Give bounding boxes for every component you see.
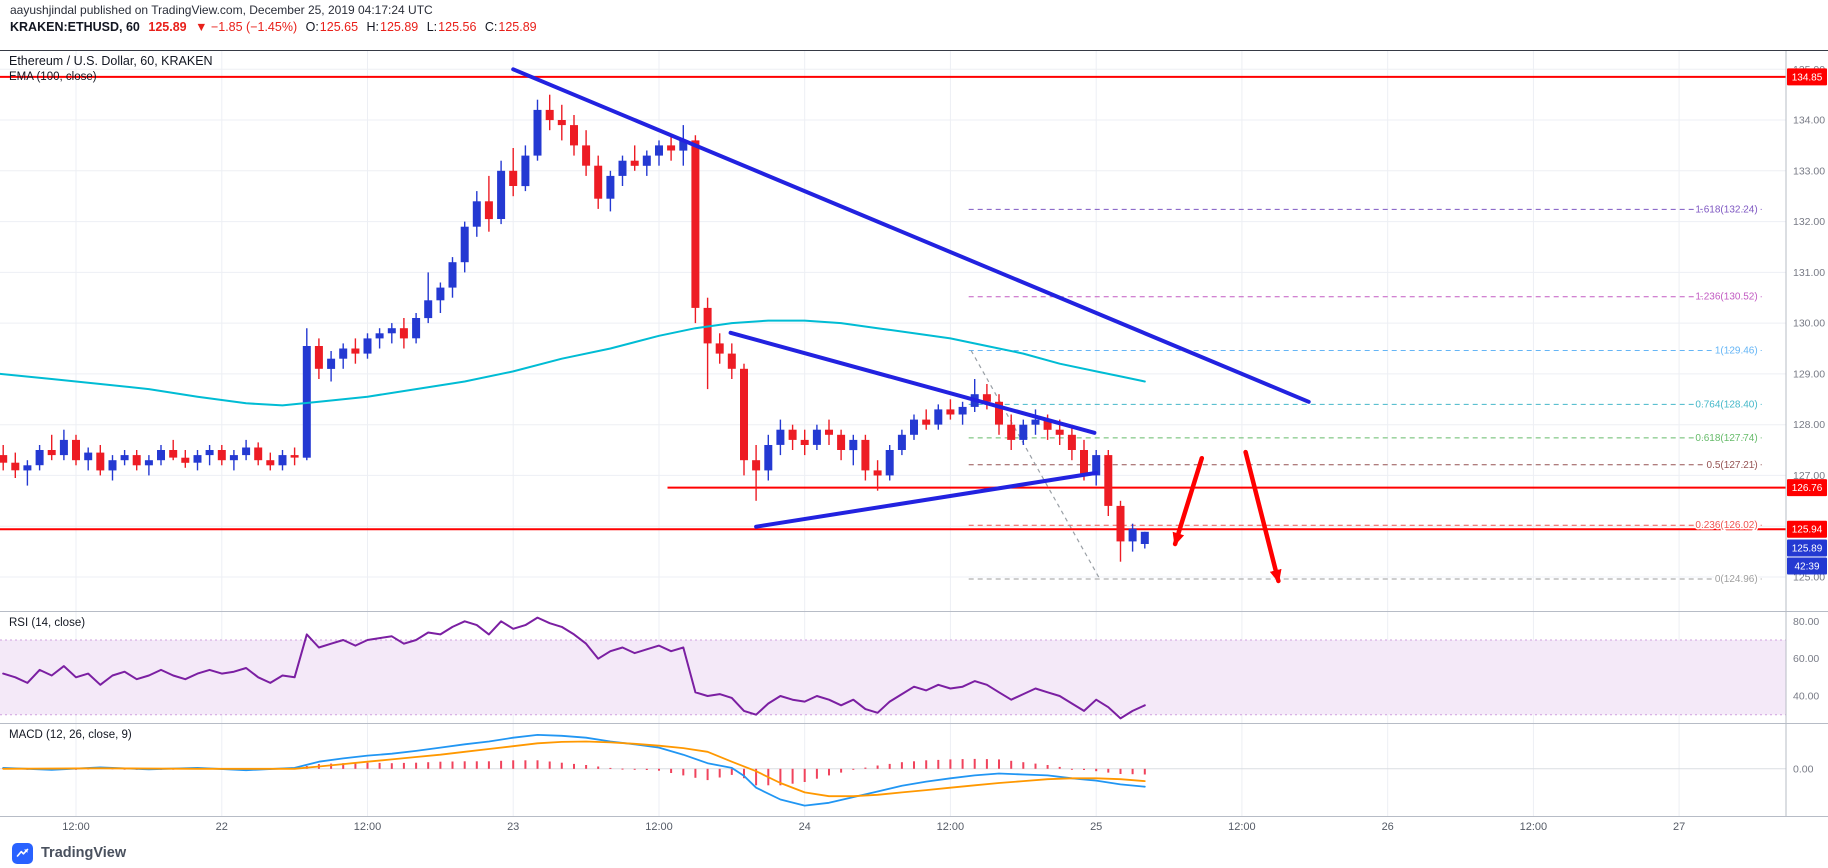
time-axis-label: 26 <box>1381 821 1394 833</box>
time-axis-label: 24 <box>798 821 811 833</box>
chart-arrow-glyph <box>16 848 29 857</box>
price-axis-badge <box>1787 479 1827 497</box>
price-axis-badge <box>1787 557 1827 575</box>
rsi-pane-label[interactable]: RSI (14, close) <box>9 617 86 629</box>
symbol-info-bar: KRAKEN:ETHUSD, 60 125.89 ▼ −1.85 (−1.45%… <box>10 20 542 34</box>
svg-text:0(124.96): 0(124.96) <box>1715 574 1758 585</box>
macd-pane[interactable]: 0.00 <box>0 724 1828 816</box>
macd-histogram <box>2 758 1146 786</box>
svg-text:125.89: 125.89 <box>1792 544 1823 555</box>
svg-text:0.00: 0.00 <box>1793 763 1814 775</box>
symbol-title[interactable]: KRAKEN:ETHUSD, 60 <box>10 20 140 34</box>
time-axis-label: 25 <box>1090 821 1103 833</box>
macd-signal-line <box>2 740 1146 798</box>
svg-text:134.85: 134.85 <box>1792 72 1823 83</box>
svg-text:0.5(127.21): 0.5(127.21) <box>1707 460 1758 471</box>
high-value: 125.89 <box>380 20 419 34</box>
price-axis-badge <box>1787 539 1827 557</box>
price-axis-badge <box>1787 68 1827 86</box>
svg-text:127.00: 127.00 <box>1793 470 1825 482</box>
grid-layer <box>75 724 1680 816</box>
grid-layer <box>0 51 1786 612</box>
open-value: 125.65 <box>319 20 359 34</box>
legend-ema-indicator[interactable]: EMA (100, close) <box>9 71 97 83</box>
time-axis-label: 12:00 <box>353 821 382 833</box>
price-axis[interactable] <box>1786 51 1828 816</box>
candles-layer <box>0 94 1149 562</box>
chart-top-border <box>0 50 1828 51</box>
time-axis-label: 23 <box>507 821 520 833</box>
svg-text:132.00: 132.00 <box>1793 216 1825 228</box>
price-axis-badge <box>1787 520 1827 538</box>
svg-text:1(129.46): 1(129.46) <box>1715 346 1758 357</box>
rsi-pane[interactable]: 80.00 60.00 40.00 <box>0 612 1828 724</box>
horizontal-level-lines <box>0 75 1786 531</box>
price-change-text: ▼ −1.85 (−1.45%) <box>195 20 298 34</box>
macd-line <box>2 733 1146 807</box>
low-value: 125.56 <box>438 20 477 34</box>
tradingview-logo-icon[interactable] <box>12 842 33 864</box>
fib-labels: 1.618(132.24) 1.236(130.52) 1(129.46) 0.764… <box>1694 203 1759 587</box>
bearish-arrows <box>1172 449 1282 584</box>
rsi-line <box>2 616 1146 720</box>
trendlines-layer <box>511 67 1311 529</box>
svg-text:125.94: 125.94 <box>1792 525 1823 536</box>
last-price-text: 125.89 <box>148 20 187 34</box>
time-axis[interactable]: 12:00 22 12:00 23 12:00 24 12:00 25 12:00 26 12:00… <box>0 816 1828 838</box>
svg-text:60.00: 60.00 <box>1793 653 1819 665</box>
rsi-axis-labels: 80.00 60.00 40.00 <box>1793 616 1819 703</box>
pane-separator[interactable] <box>0 723 1828 724</box>
open-label: O: <box>305 20 319 34</box>
time-axis-label: 12:00 <box>1519 821 1548 833</box>
time-axis-label: 12:00 <box>936 821 965 833</box>
svg-text:42:39: 42:39 <box>1794 562 1819 573</box>
low-label: L: <box>426 20 438 34</box>
time-axis-label: 27 <box>1672 821 1686 833</box>
macd-axis-labels: 0.00 <box>1793 763 1814 775</box>
svg-text:133.00: 133.00 <box>1793 165 1825 177</box>
fib-anchor-dashed-line <box>970 350 1101 580</box>
svg-text:0.764(128.40): 0.764(128.40) <box>1695 399 1757 410</box>
svg-text:130.00: 130.00 <box>1793 318 1825 330</box>
legend-symbol[interactable]: Ethereum / U.S. Dollar, 60, KRAKEN <box>9 54 213 68</box>
svg-text:0.618(127.74): 0.618(127.74) <box>1695 433 1757 444</box>
rsi-band <box>0 640 1786 715</box>
fib-retracement-lines <box>968 208 1762 580</box>
svg-text:40.00: 40.00 <box>1793 691 1819 703</box>
macd-pane-label[interactable]: MACD (12, 26, close, 9) <box>9 729 132 741</box>
time-axis-label: 22 <box>215 821 228 833</box>
time-axis-label: 12:00 <box>62 821 90 833</box>
high-label: H: <box>366 20 380 34</box>
svg-text:0.236(126.02): 0.236(126.02) <box>1695 520 1757 531</box>
svg-text:80.00: 80.00 <box>1793 616 1819 628</box>
pane-separator[interactable] <box>0 611 1828 612</box>
svg-text:129.00: 129.00 <box>1793 368 1825 380</box>
time-axis-label: 12:00 <box>1228 821 1256 833</box>
close-label: C: <box>484 20 498 34</box>
svg-text:1.236(130.52): 1.236(130.52) <box>1695 292 1757 303</box>
close-value: 125.89 <box>498 20 537 34</box>
svg-text:134.00: 134.00 <box>1793 115 1825 127</box>
chart-legend: Ethereum / U.S. Dollar, 60, KRAKEN EMA (… <box>9 54 213 83</box>
svg-text:128.00: 128.00 <box>1793 419 1825 431</box>
svg-text:131.00: 131.00 <box>1793 267 1825 279</box>
publish-byline: aayushjindal published on TradingView.co… <box>10 3 433 17</box>
time-axis-label: 12:00 <box>645 821 673 833</box>
price-pane[interactable]: 1.618(132.24) 1.236(130.52) 1(129.46) 0.764… <box>0 51 1828 612</box>
footer-bar: TradingView <box>0 838 1828 868</box>
svg-text:1.618(132.24): 1.618(132.24) <box>1695 204 1757 215</box>
ema-100-line <box>0 319 1146 407</box>
brand-text[interactable]: TradingView <box>41 845 127 861</box>
svg-text:126.76: 126.76 <box>1792 483 1823 494</box>
